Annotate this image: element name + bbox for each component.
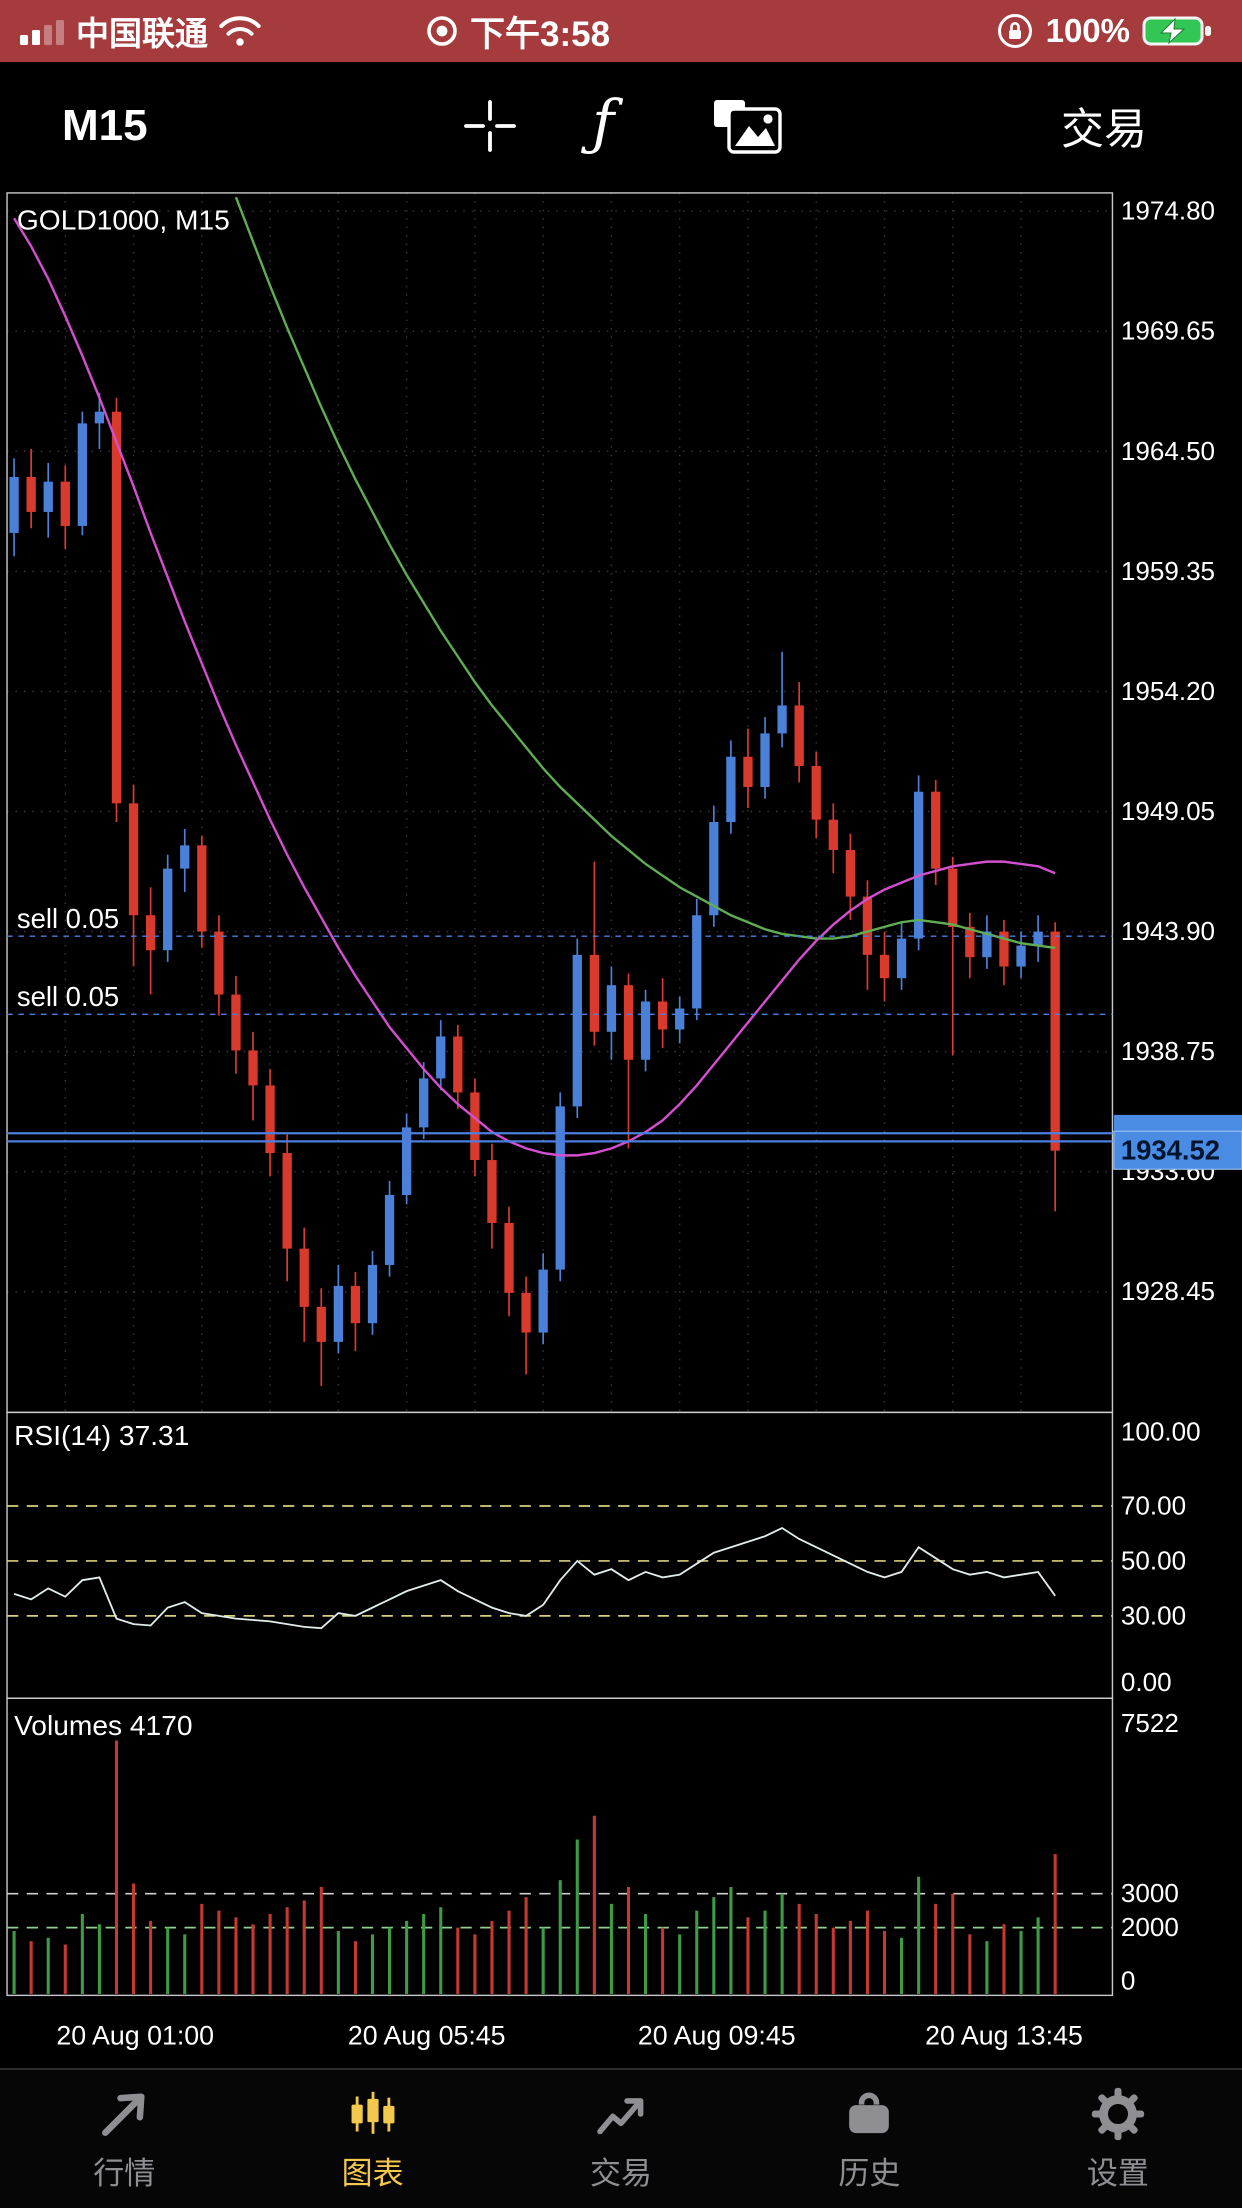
volume-tick: 2000 — [1121, 1912, 1179, 1942]
rsi-tick: 100.00 — [1121, 1417, 1201, 1447]
tab-settings[interactable]: 设置 — [994, 2070, 1242, 2208]
price-tick: 1959.35 — [1121, 556, 1215, 586]
tab-label: 交易 — [590, 2155, 653, 2191]
price-tick: 1974.80 — [1121, 196, 1215, 226]
rsi-tick: 50.00 — [1121, 1545, 1186, 1575]
rsi-panel — [6, 1411, 1114, 1699]
panel-frames — [6, 192, 1114, 1997]
carrier-label: 中国联通 — [76, 15, 208, 52]
battery-charging-icon — [1142, 16, 1211, 46]
ma-green — [234, 196, 1056, 950]
crosshair-button[interactable] — [460, 96, 520, 156]
position-label: sell 0.05 — [17, 903, 119, 934]
rsi-levels — [7, 1505, 1113, 1617]
status-bar: 中国联通 下午3:58 100% — [0, 0, 1242, 62]
volume-tick: 0 — [1121, 1966, 1136, 1996]
tab-charts[interactable]: 图表 — [248, 2070, 496, 2208]
rsi-tick: 70.00 — [1121, 1490, 1186, 1520]
battery-percent-label: 100% — [1045, 12, 1130, 49]
price-tick: 1969.65 — [1121, 316, 1215, 346]
right-axis: 1974.80 1969.65 1964.50 1959.35 1954.20 1949.… — [1121, 196, 1215, 1996]
x-axis-label: 20 Aug 13:45 — [925, 2021, 1083, 2051]
rsi-label: RSI(14) 37.31 — [14, 1420, 189, 1451]
trade-button[interactable]: 交易 — [1061, 106, 1147, 154]
price-tick: 1949.05 — [1121, 796, 1215, 826]
rsi-line — [13, 1526, 1056, 1630]
current-price-text: 1934.52 — [1121, 1134, 1220, 1165]
volume-tick: 3000 — [1121, 1878, 1179, 1908]
x-axis-label: 20 Aug 09:45 — [638, 2021, 796, 2051]
candles — [9, 393, 1060, 1387]
current-price-badge — [1113, 1130, 1242, 1170]
indicators-button[interactable]: ƒ — [592, 88, 615, 159]
volume-panel — [6, 1697, 1114, 1997]
history-icon — [849, 2092, 890, 2133]
price-tick: 1928.45 — [1121, 1276, 1215, 1306]
trade-icon — [597, 2097, 644, 2134]
price-tick: 1954.20 — [1121, 676, 1215, 706]
x-axis-label: 20 Aug 01:00 — [56, 2021, 214, 2051]
chart-toolbar: M15 ƒ 交易 — [0, 62, 1242, 190]
tab-history[interactable]: 历史 — [745, 2070, 993, 2208]
x-axis-label: 20 Aug 05:45 — [348, 2021, 506, 2051]
rsi-tick: 0.00 — [1121, 1667, 1172, 1697]
settings-icon — [1091, 2087, 1144, 2140]
position-label: sell 0.05 — [17, 981, 119, 1012]
price-tick: 1964.50 — [1121, 436, 1215, 466]
volume-bars — [12, 1740, 1057, 1994]
crosshair-icon — [464, 100, 516, 152]
tab-label: 设置 — [1086, 2155, 1149, 2191]
recording-indicator-icon — [427, 16, 457, 46]
tab-bar: 行情 图表 交易 历史 — [0, 2068, 1242, 2208]
ma-pink — [13, 217, 1056, 1157]
cellular-signal-icon — [20, 20, 64, 45]
rsi-tick: 30.00 — [1121, 1600, 1186, 1630]
orientation-lock-icon — [997, 14, 1032, 48]
tab-label: 图表 — [341, 2155, 404, 2191]
price-tick: 1938.75 — [1121, 1036, 1215, 1066]
quotes-icon — [102, 2092, 145, 2136]
tab-quotes[interactable]: 行情 — [0, 2070, 248, 2208]
charts-icon — [351, 2091, 395, 2134]
volumes-label: Volumes 4170 — [14, 1710, 192, 1741]
tab-label: 行情 — [93, 2155, 156, 2191]
clock-label: 下午3:58 — [470, 14, 611, 54]
chart-type-icon — [714, 100, 782, 154]
symbol-label: GOLD1000, M15 — [17, 205, 230, 236]
timeframe-button[interactable]: M15 — [62, 101, 148, 150]
price-tick: 1943.90 — [1121, 916, 1215, 946]
wifi-icon — [219, 16, 261, 46]
tab-trade[interactable]: 交易 — [497, 2070, 745, 2208]
volume-tick: 7522 — [1121, 1708, 1179, 1738]
tab-label: 历史 — [838, 2155, 901, 2191]
chart-type-button[interactable] — [710, 94, 786, 158]
